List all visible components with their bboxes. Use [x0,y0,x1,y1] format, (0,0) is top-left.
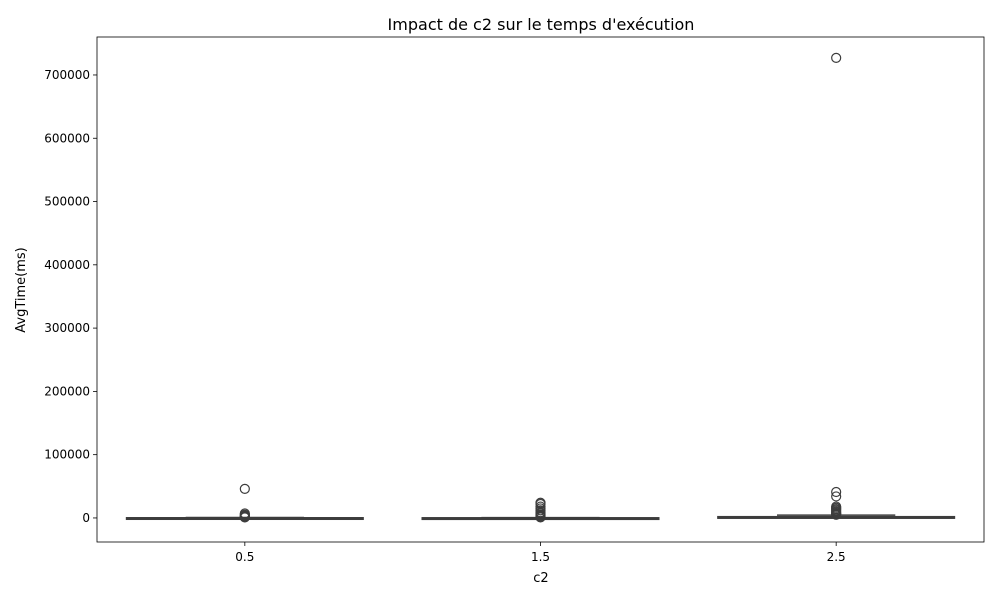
y-tick-label: 300000 [44,321,90,335]
box-group-0.5 [125,483,364,523]
outlier-point [831,486,842,498]
y-tick-label: 100000 [44,448,90,462]
outlier-point [831,509,842,520]
y-axis-label: AvgTime(ms) [14,247,29,332]
box-group-2.5 [717,52,956,520]
x-axis-label: c2 [533,571,548,586]
outlier-point [239,512,250,523]
outlier-point [535,512,546,523]
outlier-point [831,52,842,63]
y-tick-label: 500000 [44,195,90,209]
y-tick-label: 200000 [44,384,90,398]
x-tick-label: 1.5 [531,550,550,564]
x-axis: 0.5 1.5 2.5 [235,542,846,564]
y-tick-label: 600000 [44,131,90,145]
plot-area [125,52,956,523]
outlier-point [239,483,250,494]
y-tick-label: 700000 [44,68,90,82]
x-tick-label: 0.5 [235,550,254,564]
box-group-1.5 [421,497,660,523]
y-tick-label: 0 [82,511,90,525]
y-tick-label: 400000 [44,258,90,272]
chart-title: Impact de c2 sur le temps d'exécution [388,15,695,34]
outlier-point [831,491,842,502]
y-axis: 0 100000 200000 300000 400000 500000 600000 700… [44,68,97,525]
x-tick-label: 2.5 [827,550,846,564]
